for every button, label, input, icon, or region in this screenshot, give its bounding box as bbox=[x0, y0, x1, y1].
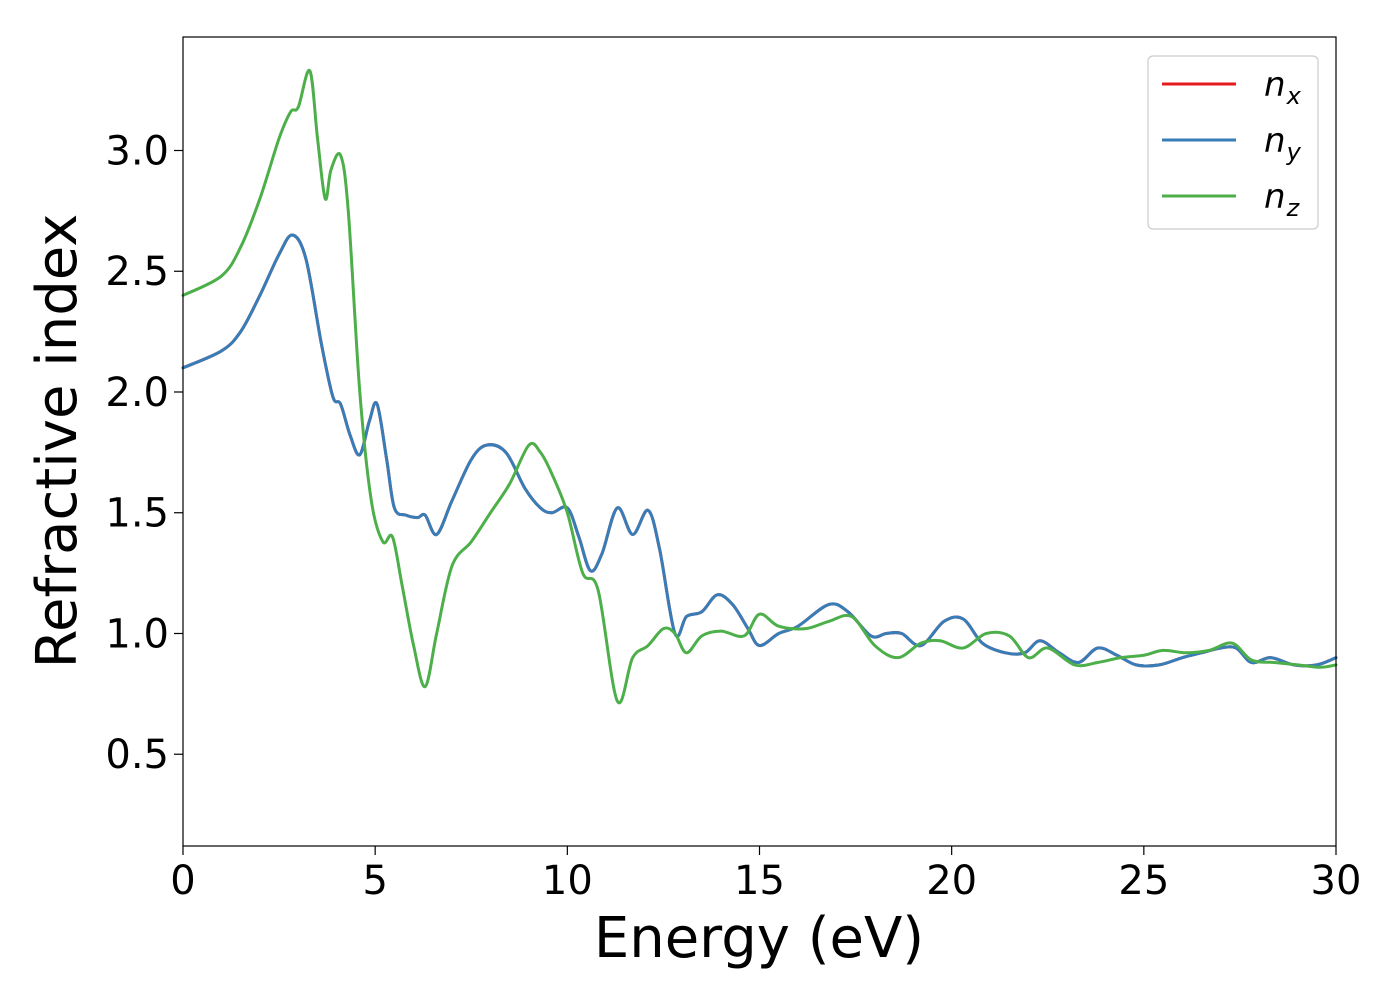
x-tick-label: 20 bbox=[926, 858, 977, 904]
legend-label-z: nz bbox=[1264, 177, 1301, 222]
legend-label-y: ny bbox=[1264, 121, 1302, 166]
x-axis-title: Energy (eV) bbox=[594, 906, 924, 971]
legend: nx ny nz bbox=[1147, 55, 1319, 230]
y-tick-label: 0.5 bbox=[105, 732, 169, 778]
series-line-z bbox=[181, 69, 1338, 705]
x-tick-label: 5 bbox=[362, 858, 387, 904]
y-tick-label: 2.0 bbox=[105, 370, 169, 416]
legend-box bbox=[1147, 55, 1319, 230]
x-tick-label: 10 bbox=[542, 858, 593, 904]
y-tick-label: 2.5 bbox=[105, 249, 169, 295]
legend-label-x: nx bbox=[1264, 65, 1302, 110]
y-tick-label: 1.5 bbox=[105, 491, 169, 537]
series-lines bbox=[181, 69, 1338, 705]
x-axis-ticks: 0 5 10 15 20 25 30 bbox=[170, 846, 1361, 904]
x-tick-label: 25 bbox=[1118, 858, 1169, 904]
x-tick-label: 0 bbox=[170, 858, 195, 904]
y-tick-label: 1.0 bbox=[105, 611, 169, 657]
y-tick-label: 3.0 bbox=[105, 129, 169, 175]
y-axis-ticks: 0.5 1.0 1.5 2.0 2.5 3.0 bbox=[105, 129, 183, 778]
x-tick-label: 15 bbox=[734, 858, 785, 904]
x-tick-label: 30 bbox=[1311, 858, 1362, 904]
y-axis-title: Refractive index bbox=[25, 214, 90, 669]
